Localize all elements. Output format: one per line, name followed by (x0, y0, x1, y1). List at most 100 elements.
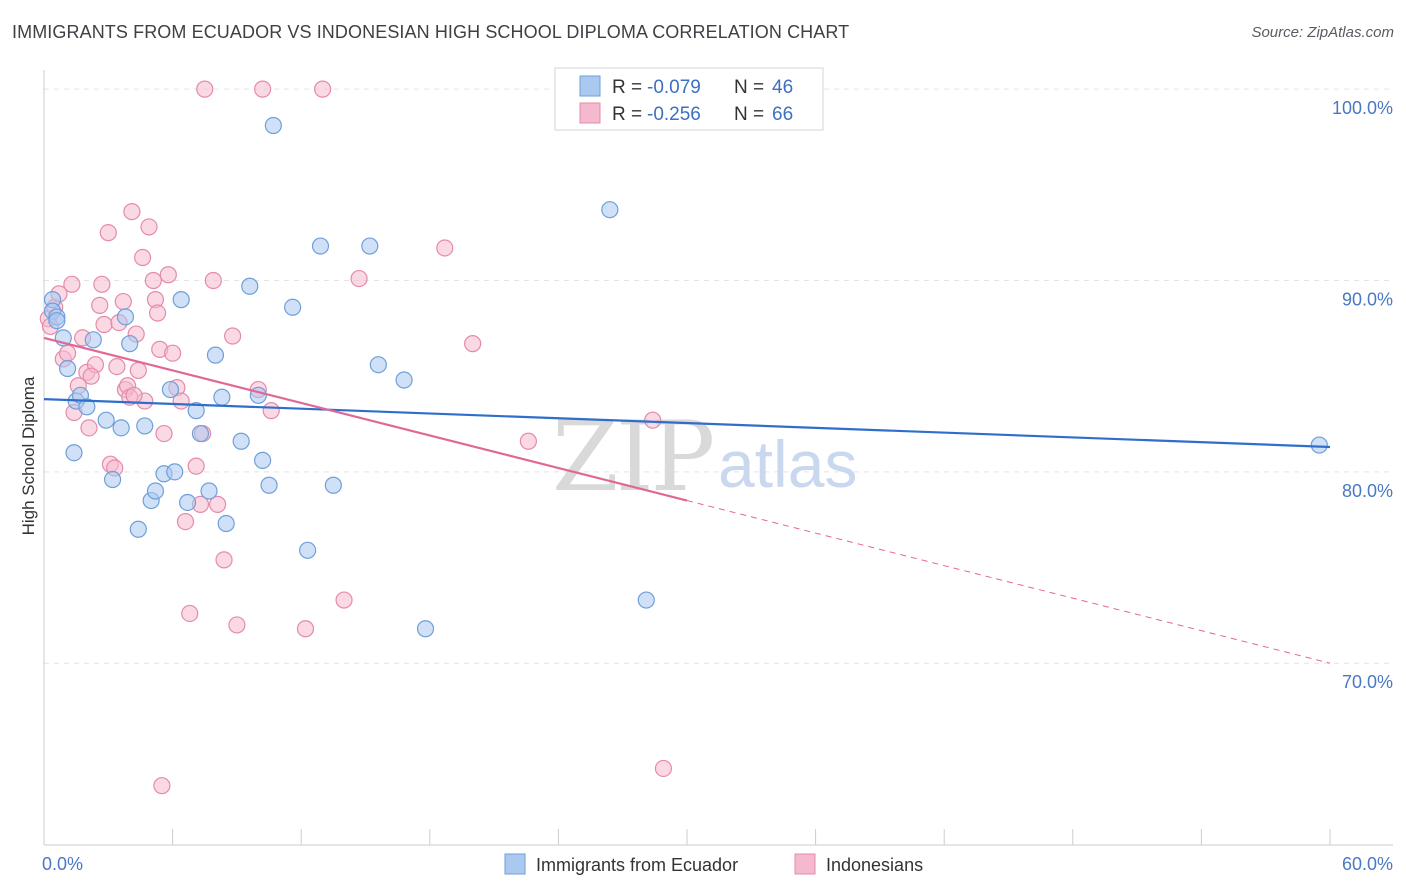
point-ecuador (264, 116, 282, 135)
point-indonesians (95, 315, 113, 334)
point-indonesians (228, 616, 246, 634)
y-axis-label: High School Diploma (19, 376, 38, 535)
y-tick-label: 90.0% (1342, 289, 1393, 309)
point-ecuador (299, 541, 317, 559)
chart-title: IMMIGRANTS FROM ECUADOR VS INDONESIAN HI… (12, 22, 850, 42)
legend-n-value-2: 66 (772, 104, 793, 125)
point-ecuador (217, 514, 235, 533)
point-indonesians (164, 344, 182, 362)
y-tick-label: 80.0% (1342, 481, 1393, 501)
point-indonesians (187, 457, 205, 475)
watermark-atlas: atlas (718, 427, 857, 501)
point-indonesians (123, 203, 141, 221)
point-indonesians (148, 304, 167, 322)
point-indonesians (519, 432, 537, 450)
point-ecuador (369, 356, 387, 374)
series-legend-swatch-indonesians (794, 853, 816, 875)
point-indonesians (254, 80, 272, 98)
y-tick-label: 70.0% (1342, 672, 1393, 692)
point-ecuador (191, 424, 210, 443)
point-ecuador (1310, 436, 1328, 454)
y-tick-label: 100.0% (1332, 98, 1393, 118)
point-ecuador (361, 237, 379, 255)
point-indonesians (176, 513, 195, 531)
point-indonesians (654, 759, 673, 778)
watermark-zip: ZIP (552, 401, 713, 513)
point-ecuador (601, 201, 619, 219)
trend-line-ecuador (43, 398, 1331, 449)
legend-swatch-ecuador (579, 75, 601, 97)
point-ecuador (136, 417, 154, 435)
point-ecuador (241, 277, 259, 295)
point-ecuador (637, 591, 655, 609)
point-ecuador (58, 359, 77, 378)
point-ecuador (213, 388, 231, 406)
point-indonesians (350, 269, 368, 288)
point-indonesians (159, 266, 177, 284)
point-ecuador (260, 476, 278, 494)
x-tick-label-min: 0.0% (42, 854, 83, 874)
point-ecuador (112, 419, 130, 437)
point-ecuador (103, 470, 122, 489)
point-ecuador (161, 380, 180, 399)
point-ecuador (65, 444, 83, 462)
stats-legend: R = -0.079 N = 46 R = -0.256 N = 66 (554, 67, 824, 131)
point-ecuador (166, 463, 184, 481)
point-indonesians (296, 620, 315, 638)
point-indonesians (215, 551, 233, 569)
legend-r-label-2: R = (612, 104, 642, 125)
point-indonesians (93, 275, 111, 293)
point-indonesians (58, 344, 77, 362)
point-ecuador (84, 331, 102, 349)
grid-lines (44, 88, 1393, 664)
point-indonesians (91, 296, 109, 314)
point-ecuador (284, 298, 302, 316)
point-ecuador (206, 346, 225, 364)
point-indonesians (80, 419, 98, 437)
point-indonesians (144, 271, 162, 290)
point-ecuador (187, 402, 205, 420)
point-indonesians (114, 292, 132, 311)
point-indonesians (153, 777, 171, 795)
point-ecuador (48, 312, 66, 330)
point-ecuador (200, 482, 218, 500)
point-ecuador (254, 451, 272, 469)
legend-r-value-2: -0.256 (647, 104, 701, 125)
point-indonesians (262, 402, 280, 420)
point-indonesians (82, 367, 100, 385)
legend-r-label-1: R = (612, 77, 642, 98)
point-ecuador (232, 432, 250, 450)
legend-swatch-indonesians (579, 102, 601, 124)
series-legend-swatch-ecuador (504, 853, 526, 875)
point-indonesians (224, 327, 242, 345)
point-indonesians (644, 411, 662, 429)
point-indonesians (133, 248, 152, 267)
point-indonesians (335, 591, 353, 609)
point-ecuador (172, 291, 190, 309)
point-indonesians (108, 358, 126, 376)
point-indonesians (125, 386, 143, 404)
point-indonesians (464, 335, 482, 353)
legend-n-label-2: N = (734, 104, 764, 125)
point-indonesians (181, 604, 199, 623)
legend-r-value-1: -0.079 (647, 77, 701, 98)
series-legend-label-indonesians: Indonesians (826, 855, 923, 875)
watermark: ZIP atlas (552, 401, 857, 513)
point-indonesians (129, 361, 147, 380)
point-indonesians (63, 275, 81, 293)
legend-n-label-1: N = (734, 77, 764, 98)
point-ecuador (121, 335, 139, 353)
x-tick-label-max: 60.0% (1342, 854, 1393, 874)
y-tick-labels: 100.0% 90.0% 80.0% 70.0% (1332, 98, 1393, 692)
point-indonesians (140, 218, 158, 236)
legend-n-value-1: 46 (772, 77, 793, 98)
trend-lines (43, 336, 1331, 664)
point-indonesians (204, 271, 222, 290)
point-ecuador (324, 476, 342, 494)
point-ecuador (129, 520, 147, 538)
point-indonesians (209, 495, 227, 513)
point-indonesians (314, 80, 332, 98)
point-indonesians (99, 224, 117, 242)
source-label: Source: ZipAtlas.com (1251, 24, 1394, 41)
